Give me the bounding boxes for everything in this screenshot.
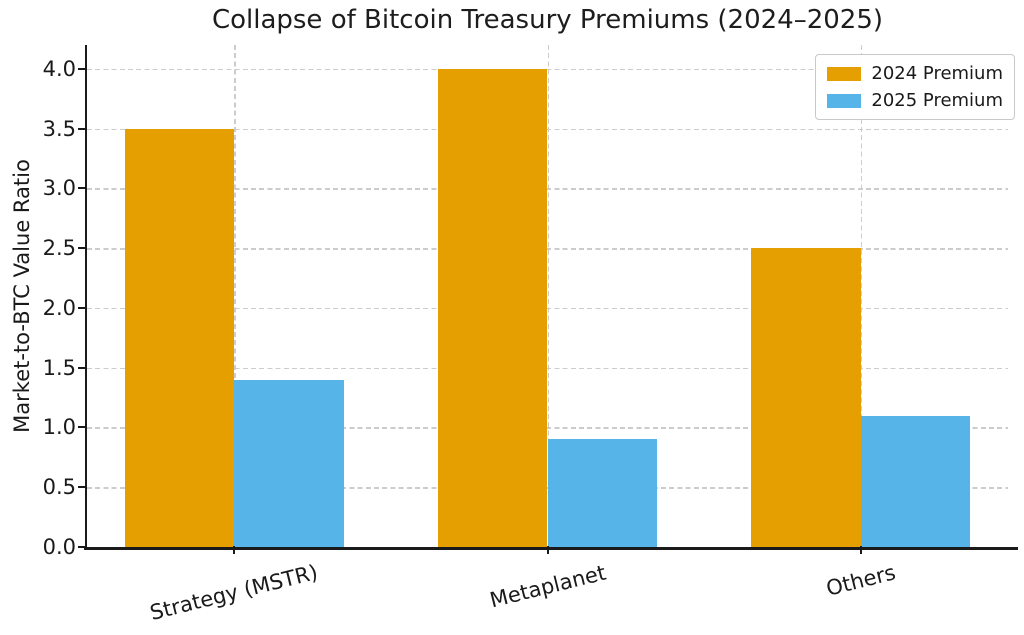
bar-2025-premium-strategy-mstr	[234, 379, 344, 547]
gridline-vertical	[547, 45, 549, 547]
x-tick-label-metaplanet: Metaplanet	[486, 560, 608, 613]
x-tick-label-others: Others	[823, 560, 898, 601]
legend-item-2025-premium: 2025 Premium	[827, 90, 1003, 111]
y-tick-mark	[78, 546, 86, 548]
y-tick-mark	[78, 306, 86, 309]
x-axis-spine	[84, 547, 1018, 550]
y-axis-label: Market-to-BTC Value Ratio	[10, 159, 34, 433]
y-tick-label: 3.5	[42, 116, 76, 141]
bar-2024-premium-metaplanet	[437, 68, 548, 547]
legend-swatch-2024-premium	[827, 66, 862, 81]
y-tick-mark	[78, 426, 86, 429]
legend-item-2024-premium: 2024 Premium	[827, 63, 1003, 84]
legend-label: 2025 Premium	[871, 90, 1003, 111]
bar-2025-premium-others	[860, 415, 971, 547]
legend: 2024 Premium 2025 Premium	[815, 54, 1015, 120]
y-tick-label: 1.5	[42, 355, 76, 380]
y-tick-label: 2.5	[42, 236, 76, 261]
x-tick-mark	[233, 546, 236, 554]
y-tick-mark	[78, 247, 86, 250]
chart-title: Collapse of Bitcoin Treasury Premiums (2…	[211, 5, 884, 35]
y-tick-mark	[78, 366, 86, 369]
x-tick-mark	[859, 546, 862, 554]
y-tick-label: 0.0	[42, 535, 76, 559]
legend-label: 2024 Premium	[871, 63, 1003, 84]
y-tick-mark	[78, 127, 86, 130]
y-tick-label: 4.0	[42, 56, 76, 81]
gridline-vertical	[860, 45, 863, 547]
y-tick-label: 3.0	[42, 176, 76, 201]
x-tick-mark	[546, 546, 549, 554]
y-tick-label: 1.0	[42, 415, 76, 440]
y-tick-mark	[78, 187, 86, 190]
y-tick-mark	[78, 67, 86, 70]
bar-2024-premium-strategy-mstr	[124, 128, 235, 547]
y-axis-spine	[85, 45, 88, 549]
y-tick-label: 2.0	[42, 295, 76, 320]
y-tick-mark	[78, 486, 86, 489]
bar-2025-premium-metaplanet	[547, 439, 658, 547]
y-tick-label: 0.5	[42, 475, 76, 500]
legend-swatch-2025-premium	[827, 93, 862, 108]
bar-2024-premium-others	[751, 248, 861, 547]
x-tick-label-strategy-mstr: Strategy (MSTR)	[147, 559, 321, 625]
gridline-vertical	[234, 45, 236, 547]
plot-area	[87, 45, 1008, 547]
